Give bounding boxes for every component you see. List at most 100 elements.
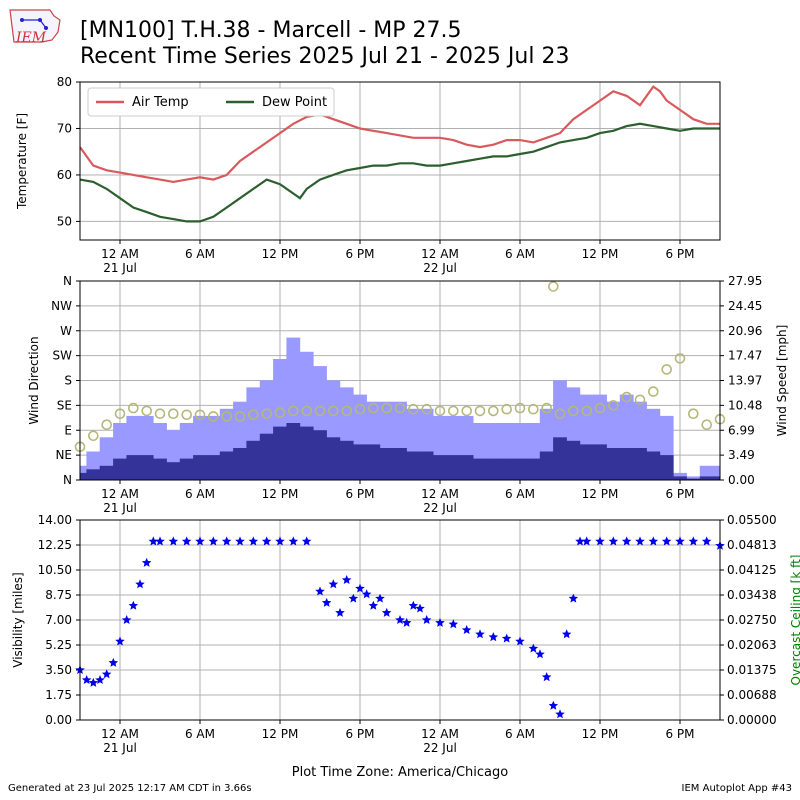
visibility-point bbox=[361, 589, 372, 599]
visibility-point bbox=[128, 600, 139, 610]
visibility-point bbox=[181, 536, 192, 546]
air-temp-line bbox=[79, 85, 720, 184]
x-tick-label: 6 PM bbox=[665, 487, 694, 501]
wind-dir-point bbox=[487, 405, 499, 417]
ceiling-tick-label: 0.04813 bbox=[727, 538, 777, 552]
wind-dir-point bbox=[421, 403, 433, 415]
visibility-point bbox=[301, 536, 312, 546]
dew-point-line bbox=[79, 122, 720, 223]
visibility-point bbox=[275, 536, 285, 546]
vis-tick-label: 10.50 bbox=[38, 563, 72, 577]
speed-bar bbox=[633, 448, 647, 480]
vis-tick-label: 14.00 bbox=[38, 513, 72, 527]
ceiling-axis-label: Overcast Ceiling [k ft] bbox=[789, 555, 800, 686]
speed-bar bbox=[153, 458, 167, 480]
visibility-point bbox=[148, 536, 159, 546]
speed-tick-label: 6.99 bbox=[728, 423, 755, 437]
dir-tick-label: NW bbox=[51, 299, 72, 313]
visibility-point bbox=[208, 536, 219, 546]
wind-dir-point bbox=[194, 409, 206, 421]
visibility-point bbox=[348, 593, 359, 603]
wind-dir-point bbox=[647, 386, 659, 397]
speed-bar bbox=[513, 458, 527, 480]
visibility-point bbox=[101, 669, 112, 679]
wind-dir-point bbox=[367, 402, 379, 414]
speed-bar bbox=[219, 451, 234, 480]
speed-tick-label: 0.00 bbox=[728, 473, 755, 487]
visibility-point bbox=[701, 536, 712, 546]
y-tick-label: 80 bbox=[57, 75, 72, 89]
visibility-point bbox=[435, 617, 445, 627]
wind-dir-point bbox=[274, 407, 286, 418]
x-tick-label: 12 AM bbox=[421, 487, 459, 501]
visibility-point bbox=[341, 575, 352, 584]
dir-tick-label: S bbox=[64, 374, 72, 388]
x-tick-label: 12 PM bbox=[262, 727, 299, 741]
legend-label: Dew Point bbox=[262, 95, 327, 110]
speed-bar bbox=[366, 444, 381, 480]
speed-bar bbox=[579, 444, 594, 480]
visibility-point bbox=[235, 536, 245, 546]
x-tick-label: 12 PM bbox=[262, 487, 299, 501]
logo-text: IEM bbox=[15, 30, 47, 46]
visibility-point bbox=[121, 615, 132, 624]
speed-tick-label: 13.97 bbox=[728, 374, 762, 388]
speed-tick-label: 17.47 bbox=[728, 349, 762, 363]
speed-bar bbox=[673, 476, 687, 480]
visibility-point bbox=[581, 536, 592, 546]
speed-bar bbox=[473, 458, 487, 480]
visibility-point bbox=[621, 536, 632, 546]
visibility-point bbox=[248, 536, 259, 546]
x-tick-label: 12 PM bbox=[582, 247, 619, 261]
visibility-point bbox=[315, 586, 325, 596]
ceiling-tick-label: 0.03438 bbox=[727, 588, 777, 602]
visibility-point bbox=[155, 536, 165, 546]
legend-box bbox=[87, 87, 335, 117]
dir-tick-label: W bbox=[60, 324, 72, 338]
ceiling-tick-label: 0.00688 bbox=[727, 688, 777, 702]
speed-tick-label: 27.95 bbox=[728, 274, 762, 288]
speed-bar bbox=[566, 440, 581, 480]
wind-dir-point bbox=[141, 405, 152, 417]
visibility-point bbox=[488, 632, 499, 642]
visibility-point bbox=[541, 672, 552, 682]
visibility-point bbox=[421, 615, 432, 624]
visibility-point bbox=[555, 709, 565, 719]
ceiling-tick-label: 0.02750 bbox=[727, 613, 777, 627]
visibility-point bbox=[88, 677, 99, 687]
speed-bar bbox=[406, 451, 421, 480]
speed-tick-label: 3.49 bbox=[728, 448, 755, 462]
speed-bar bbox=[393, 448, 407, 480]
page-title: [MN100] T.H.38 - Marcell - MP 27.5 bbox=[80, 18, 462, 43]
visibility-point bbox=[355, 583, 365, 593]
visibility-point bbox=[81, 675, 92, 684]
wind-dir-point bbox=[541, 402, 553, 414]
speed-bar bbox=[699, 476, 714, 480]
wind-dir-point bbox=[248, 409, 259, 421]
visibility-point bbox=[568, 593, 579, 603]
ceiling-tick-label: 0.05500 bbox=[727, 513, 777, 527]
wind-dir-point bbox=[287, 405, 299, 417]
visibility-point bbox=[688, 536, 699, 546]
visibility-point bbox=[448, 619, 459, 629]
visibility-point bbox=[595, 536, 605, 546]
wind-dir-point bbox=[661, 364, 673, 375]
x-tick-label: 6 PM bbox=[345, 247, 374, 261]
visibility-point bbox=[675, 536, 685, 546]
x-tick-label: 12 PM bbox=[582, 727, 619, 741]
wind-dir-point bbox=[327, 405, 339, 417]
visibility-point bbox=[261, 536, 272, 546]
temp-axis-label: Temperature [F] bbox=[15, 113, 29, 210]
x-tick-sublabel: 22 Jul bbox=[423, 261, 457, 275]
wind-dir-point bbox=[168, 408, 179, 420]
speed-bar bbox=[593, 444, 607, 480]
wind-dir-point bbox=[354, 403, 366, 415]
visibility-point bbox=[408, 600, 419, 610]
speed-bar bbox=[379, 448, 394, 480]
speed-bar bbox=[139, 455, 154, 480]
legend-label: Air Temp bbox=[132, 95, 189, 110]
wind-dir-point bbox=[101, 419, 112, 431]
iem-logo: IEM bbox=[9, 9, 61, 46]
visibility-point bbox=[608, 536, 619, 546]
visibility-point bbox=[401, 617, 412, 627]
